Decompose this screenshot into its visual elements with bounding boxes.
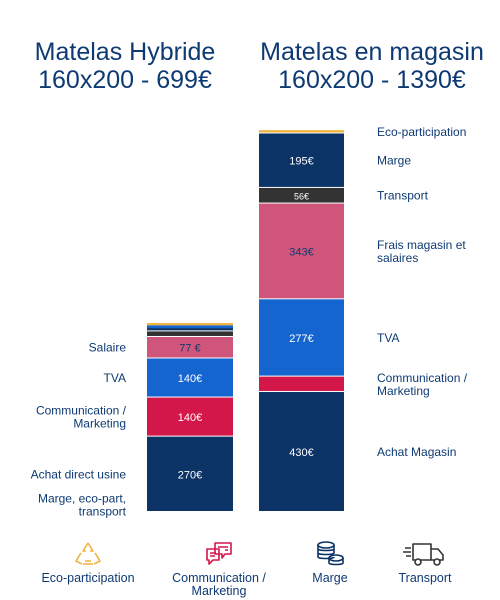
right-bar-title: Matelas en magasin 160x200 - 1390€ — [252, 38, 492, 94]
category-label: Marketing — [73, 417, 126, 431]
data-label: 77 € — [179, 343, 200, 355]
chat-bubbles-icon — [206, 542, 232, 565]
legend-marge: Marge — [290, 540, 370, 585]
category-label: Salaire — [89, 341, 127, 355]
coins-icon — [317, 541, 344, 566]
data-label: 140€ — [178, 373, 202, 385]
category-label: Achat direct usine — [31, 467, 127, 481]
right-title-line1: Matelas en magasin — [260, 38, 484, 66]
bar-segment — [259, 133, 344, 187]
category-label: TVA — [104, 371, 126, 385]
bar-segment — [147, 331, 233, 336]
legend-label: Communication / — [172, 571, 266, 585]
data-label: 270€ — [178, 469, 202, 481]
bar-segment — [259, 187, 344, 203]
legend-communication: Communication / Marketing — [160, 540, 278, 598]
bar-segment — [259, 391, 344, 511]
category-label: Marge, eco-part, — [38, 492, 126, 506]
bar-segment — [147, 325, 233, 329]
left-title-line2: 160x200 - 699€ — [38, 66, 212, 94]
data-label: 195€ — [289, 156, 313, 168]
bar-segment — [259, 130, 344, 133]
category-label: TVA — [377, 331, 399, 345]
bar-segment — [147, 436, 233, 511]
data-label: 56€ — [294, 192, 309, 202]
category-label: Marge — [377, 154, 411, 168]
left-bar-title: Matelas Hybride 160x200 - 699€ — [25, 38, 225, 94]
data-label: 140€ — [178, 412, 202, 424]
bar-segment — [259, 299, 344, 376]
stacked-bar-chart: 270€ 140€ 140€ 77 € Achat direct usine Commun… — [31, 125, 468, 519]
legend-eco-participation: Eco-participation — [30, 540, 146, 585]
bar-segment — [147, 328, 233, 331]
bar-segment — [259, 376, 344, 391]
bar-segment — [259, 203, 344, 299]
legend-label: Marge — [312, 571, 348, 585]
bar-segment — [147, 323, 233, 326]
recycle-icon — [75, 542, 101, 565]
bar-segment — [147, 397, 233, 436]
legend-transport: Transport — [380, 540, 470, 585]
right-title-line2: 160x200 - 1390€ — [278, 66, 466, 94]
category-label: Transport — [377, 189, 429, 203]
truck-icon — [403, 543, 444, 566]
category-label: Communication / — [377, 371, 468, 385]
category-label: Frais magasin et — [377, 238, 466, 252]
bar-segment — [147, 336, 233, 358]
data-label: 277€ — [289, 333, 313, 345]
legend-label: Transport — [398, 571, 452, 585]
left-title-line1: Matelas Hybride — [34, 38, 216, 66]
legend-label-line2: Marketing — [191, 584, 247, 598]
category-label: Marketing — [377, 384, 430, 398]
data-label: 343€ — [289, 246, 313, 258]
data-label: 430€ — [289, 447, 313, 459]
category-label: transport — [79, 505, 127, 519]
category-label: Eco-participation — [377, 125, 466, 139]
category-label: salaires — [377, 251, 418, 265]
bar-segment — [147, 358, 233, 397]
legend-label: Eco-participation — [41, 571, 135, 585]
category-label: Achat Magasin — [377, 445, 456, 459]
category-label: Communication / — [36, 404, 127, 418]
